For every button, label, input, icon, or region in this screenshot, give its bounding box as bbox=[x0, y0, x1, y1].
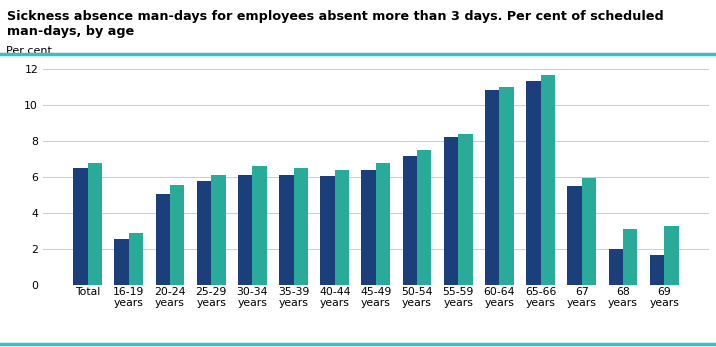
Bar bbox=[87, 163, 102, 285]
Bar bbox=[582, 178, 596, 285]
Bar bbox=[444, 137, 458, 285]
Bar bbox=[238, 175, 252, 285]
Bar bbox=[376, 163, 390, 285]
Bar bbox=[417, 150, 432, 285]
Bar bbox=[294, 168, 308, 285]
Bar bbox=[485, 90, 500, 285]
Bar bbox=[115, 239, 129, 285]
Bar bbox=[567, 186, 582, 285]
Bar bbox=[458, 134, 473, 285]
Bar bbox=[623, 229, 637, 285]
Bar bbox=[402, 156, 417, 285]
Bar bbox=[73, 168, 87, 285]
Bar bbox=[334, 170, 349, 285]
Bar bbox=[197, 181, 211, 285]
Bar bbox=[500, 87, 514, 285]
Bar bbox=[279, 175, 294, 285]
Text: Sickness absence man-days for employees absent more than 3 days. Per cent of sch: Sickness absence man-days for employees … bbox=[7, 10, 664, 39]
Bar bbox=[664, 226, 679, 285]
Bar bbox=[320, 176, 334, 285]
Bar bbox=[362, 170, 376, 285]
Bar bbox=[526, 81, 541, 285]
Bar bbox=[649, 255, 664, 285]
Bar bbox=[129, 232, 143, 285]
Bar bbox=[541, 75, 555, 285]
Bar bbox=[170, 185, 185, 285]
Bar bbox=[155, 194, 170, 285]
Bar bbox=[252, 166, 267, 285]
Text: Per cent: Per cent bbox=[6, 46, 52, 57]
Bar bbox=[211, 175, 226, 285]
Bar bbox=[609, 249, 623, 285]
